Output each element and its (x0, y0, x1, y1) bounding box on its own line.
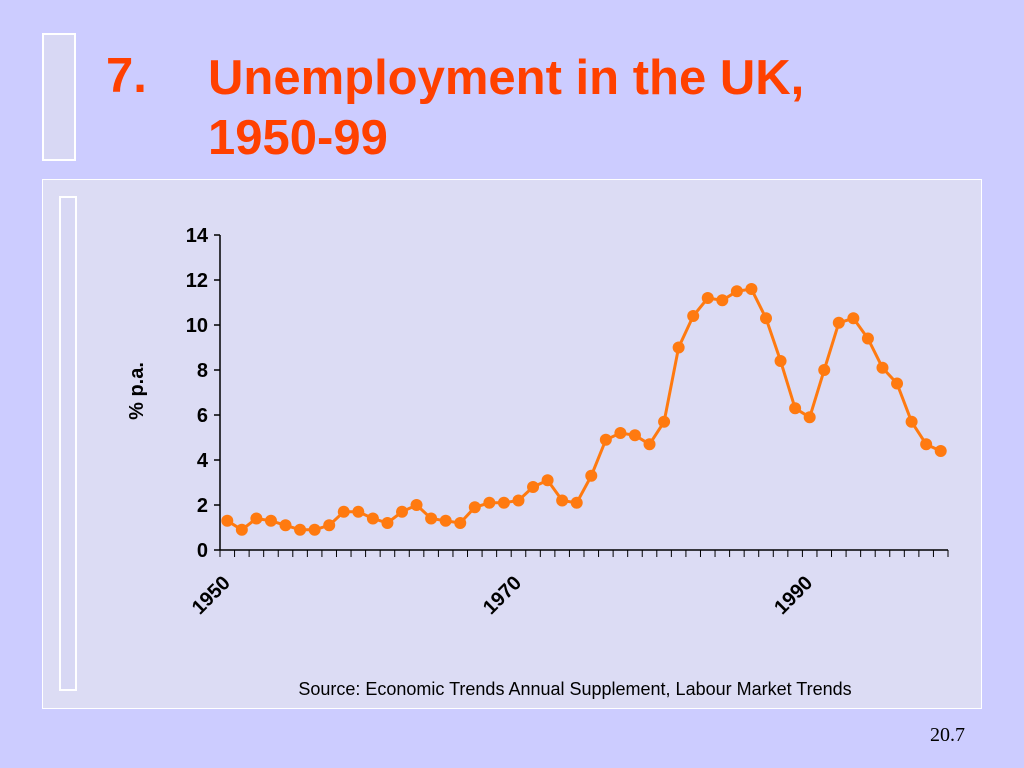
data-point (861, 332, 874, 345)
data-point (920, 438, 933, 451)
title-accent-bar (42, 33, 76, 161)
data-point (876, 361, 889, 374)
data-point (628, 429, 641, 442)
slide-title: Unemployment in the UK, 1950-99 (208, 51, 805, 165)
data-point (454, 517, 467, 529)
data-point (294, 523, 307, 536)
data-point (396, 505, 408, 518)
data-point (818, 364, 831, 376)
data-point (497, 496, 510, 509)
data-point (221, 514, 234, 527)
series-points (221, 283, 947, 536)
data-point (891, 377, 904, 390)
data-point (934, 445, 947, 457)
source-note: Source: Economic Trends Annual Supplemen… (298, 679, 851, 699)
data-point (337, 505, 350, 518)
data-point (527, 481, 540, 493)
data-point (760, 312, 772, 325)
page-number: 20.7 (930, 724, 965, 746)
data-point (832, 316, 845, 329)
x-axis: 1950 1970 1990 (188, 549, 949, 619)
y-tick-label: 4 (197, 450, 209, 472)
data-point (512, 494, 525, 507)
data-point (614, 427, 627, 439)
data-point (687, 310, 700, 322)
data-point (643, 438, 656, 451)
y-tick-label: 2 (197, 495, 208, 517)
x-tick-label: 1970 (479, 572, 526, 619)
data-point (279, 519, 292, 532)
data-point (439, 514, 452, 527)
data-point (264, 514, 277, 527)
chart-panel (42, 179, 982, 709)
data-point (410, 499, 423, 511)
data-point (468, 501, 481, 514)
data-point (672, 341, 685, 354)
data-point (483, 496, 496, 509)
data-point (381, 517, 394, 529)
y-tick-label: 12 (186, 270, 208, 292)
y-tick-label: 14 (186, 225, 209, 247)
data-point (774, 355, 787, 367)
data-point (905, 415, 918, 428)
x-tick-label: 1950 (188, 572, 235, 619)
data-point (352, 505, 365, 518)
data-point (803, 411, 816, 424)
data-point (789, 402, 802, 415)
data-point (847, 312, 860, 325)
data-point (556, 494, 569, 507)
y-tick-label: 0 (197, 540, 208, 562)
y-tick-label: 6 (197, 405, 208, 427)
data-point (323, 519, 336, 532)
data-point (541, 474, 554, 487)
y-tick-label: 10 (186, 315, 208, 337)
data-point (745, 283, 758, 295)
data-point (730, 285, 743, 298)
data-point (366, 512, 379, 525)
x-tick-label: 1990 (770, 572, 817, 619)
data-point (308, 523, 321, 536)
panel-accent-bar (59, 196, 77, 691)
data-point (250, 512, 263, 525)
y-tick-label: 8 (197, 360, 208, 382)
data-point (701, 292, 714, 304)
slide-number-label: 7. (106, 49, 147, 103)
data-point (658, 415, 671, 428)
data-point (235, 523, 248, 536)
data-point (716, 294, 729, 307)
data-point (599, 433, 612, 446)
data-point (425, 512, 438, 525)
y-axis-label: % p.a. (126, 362, 148, 420)
data-point (570, 496, 583, 509)
y-axis: 0 2 4 6 8 10 12 14 (186, 225, 221, 562)
data-point (585, 469, 598, 482)
